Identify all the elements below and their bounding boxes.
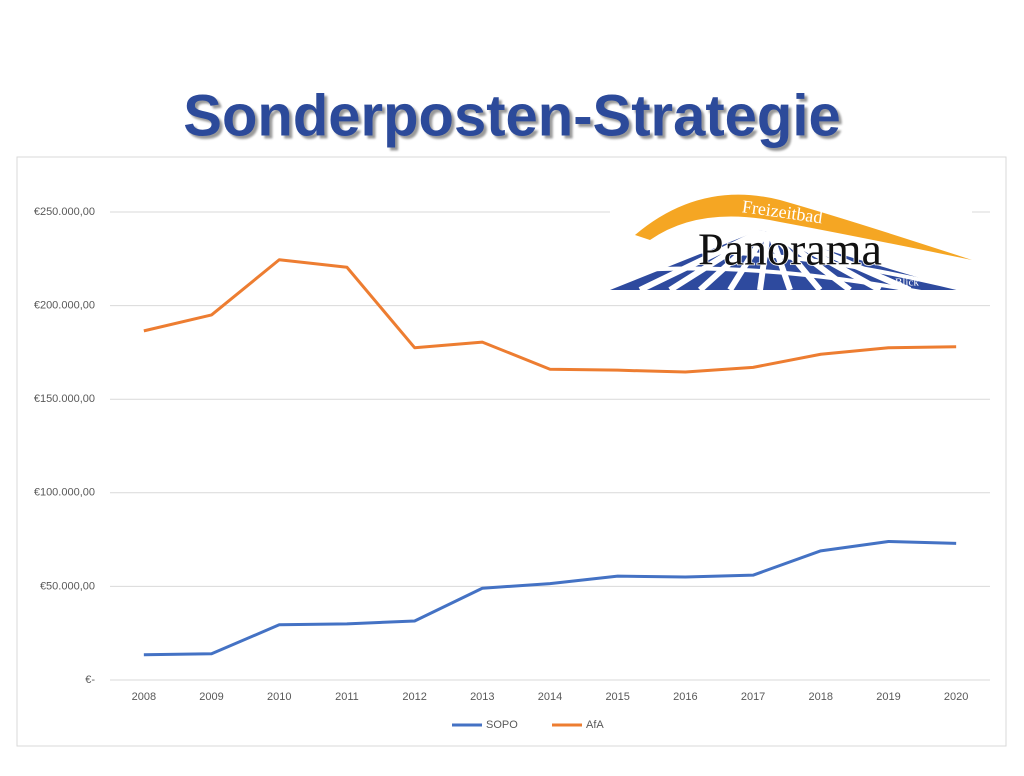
x-tick-label: 2009 — [199, 691, 223, 703]
x-tick-label: 2010 — [267, 691, 291, 703]
logo-bottom: Blick — [895, 277, 919, 289]
logo: Freizeitbad Panorama Blick — [610, 192, 972, 290]
y-tick-label: €150.000,00 — [34, 393, 95, 405]
legend-label: AfA — [586, 719, 604, 731]
x-tick-label: 2016 — [673, 691, 697, 703]
x-tick-label: 2014 — [538, 691, 562, 703]
x-tick-label: 2018 — [809, 691, 833, 703]
y-tick-label: €250.000,00 — [34, 206, 95, 218]
legend-item: SOPO — [452, 719, 518, 731]
logo-fan — [610, 194, 972, 290]
legend-label: SOPO — [486, 719, 518, 731]
logo-main: Panorama — [698, 224, 882, 275]
x-tick-label: 2020 — [944, 691, 968, 703]
x-tick-label: 2013 — [470, 691, 494, 703]
x-tick-label: 2011 — [335, 691, 359, 703]
x-tick-label: 2019 — [876, 691, 900, 703]
x-tick-label: 2017 — [741, 691, 765, 703]
x-tick-label: 2012 — [402, 691, 426, 703]
plot-area: €- €50.000,00 €100.000,00 €150.000,00 €200.0… — [34, 206, 990, 731]
slide-title: Sonderposten-Strategie — [183, 83, 840, 148]
y-tick-label: €- — [85, 674, 95, 686]
x-tick-label: 2015 — [605, 691, 629, 703]
legend-item: AfA — [552, 719, 604, 731]
y-tick-label: €50.000,00 — [40, 580, 95, 592]
y-tick-label: €100.000,00 — [34, 487, 95, 499]
series-line — [143, 539, 957, 657]
y-tick-label: €200.000,00 — [34, 300, 95, 312]
series-line — [143, 258, 957, 374]
x-tick-label: 2008 — [132, 691, 156, 703]
